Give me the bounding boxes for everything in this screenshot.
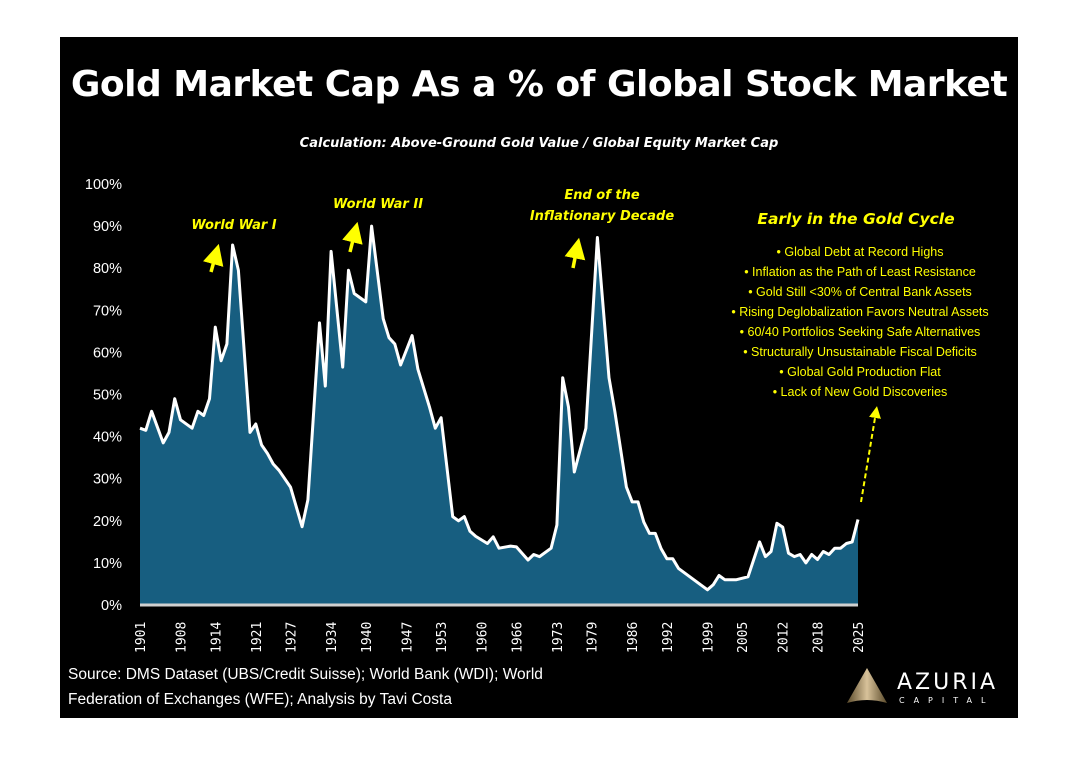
y-tick-label: 90% [93,219,122,235]
callout-bullet: • Lack of New Gold Discoveries [773,385,948,399]
logo-name: AZURIA [897,670,999,695]
x-tick-label: 1947 [400,622,415,653]
x-tick-label: 1999 [701,622,716,653]
source-line-1: Source: DMS Dataset (UBS/Credit Suisse);… [68,666,543,683]
arrow-ww1-icon [203,243,224,273]
annotation-ww1: World War I [191,218,276,233]
callout-bullet: • Structurally Unsustainable Fiscal Defi… [743,345,977,359]
x-tick-label: 1960 [476,622,491,653]
y-tick-label: 30% [93,472,122,488]
callout-bullet: • Gold Still <30% of Central Bank Assets [748,285,972,299]
callout-bullet: • Global Debt at Record Highs [777,245,944,259]
logo-triangle-icon [847,668,887,703]
y-tick-label: 60% [93,345,122,361]
y-tick-label: 20% [93,514,122,530]
x-tick-label: 2025 [852,622,867,653]
y-tick-label: 10% [93,556,122,572]
x-tick-label: 1966 [510,622,525,653]
y-tick-label: 70% [93,303,122,319]
y-tick-label: 100% [85,177,122,193]
callout-bullet: • 60/40 Portfolios Seeking Safe Alternat… [740,325,981,339]
x-tick-label: 1979 [586,622,601,653]
series-line [139,224,860,592]
chart-subtitle: Calculation: Above-Ground Gold Value / G… [299,136,779,151]
dashed-arrow-icon [860,406,881,503]
annotation-inflation-2: Inflationary Decade [530,209,675,224]
x-tick-label: 2005 [736,622,751,653]
source-line-2: Federation of Exchanges (WFE); Analysis … [68,691,452,708]
y-tick-label: 50% [93,388,122,404]
x-tick-label: 2018 [811,622,826,653]
x-tick-label: 1901 [134,622,149,653]
x-tick-label: 2012 [777,622,792,653]
x-tick-label: 1921 [250,622,265,653]
x-tick-label: 1986 [626,622,641,653]
y-tick-label: 80% [93,261,122,277]
logo-subtitle: CAPITAL [899,696,995,705]
callout-bullet: • Inflation as the Path of Least Resista… [744,265,976,279]
y-tick-label: 0% [101,598,122,614]
callout-heading: Early in the Gold Cycle [757,210,954,228]
callout-bullet: • Rising Deglobalization Favors Neutral … [731,305,988,319]
annotation-inflation-1: End of the [564,188,640,203]
y-tick-label: 40% [93,430,122,446]
arrow-inflation-icon [564,237,586,269]
x-tick-label: 1953 [435,622,450,653]
x-tick-label: 1973 [551,622,566,653]
arrow-ww2-icon [342,221,363,253]
callout-bullet: • Global Gold Production Flat [779,365,941,379]
chart-title: Gold Market Cap As a % of Global Stock M… [70,64,1008,105]
area-fill [140,226,858,605]
x-tick-label: 1992 [661,622,676,653]
x-tick-label: 1914 [209,622,224,653]
x-tick-label: 1940 [360,622,375,653]
x-tick-label: 1927 [285,622,300,653]
x-tick-label: 1908 [175,622,190,653]
x-tick-label: 1934 [325,622,340,653]
annotation-ww2: World War II [333,197,423,212]
